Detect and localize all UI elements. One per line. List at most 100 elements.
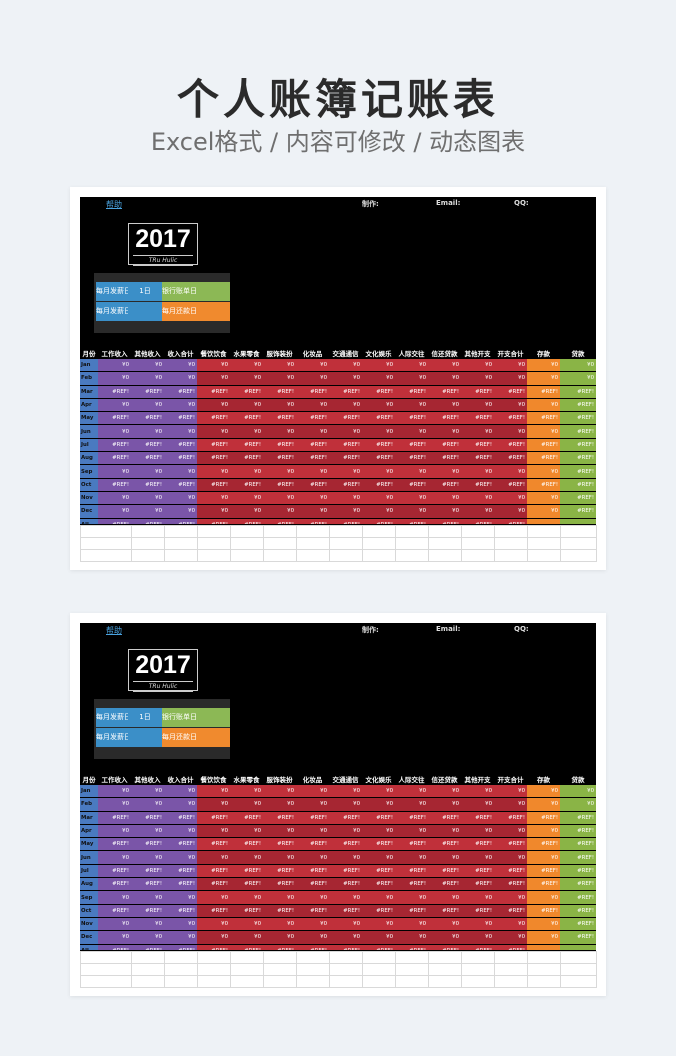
amount-cell[interactable]: #REF! — [560, 877, 596, 892]
amount-cell[interactable]: #REF! — [428, 451, 461, 466]
blank-cell[interactable] — [527, 951, 561, 964]
amount-cell[interactable]: #REF! — [428, 478, 461, 492]
amount-cell[interactable]: ¥0 — [230, 504, 263, 519]
amount-cell[interactable]: #REF! — [263, 518, 296, 525]
amount-cell[interactable]: ¥0 — [494, 398, 527, 413]
month-cell[interactable]: All — [80, 944, 98, 951]
amount-cell[interactable]: ¥0 — [428, 930, 461, 945]
amount-cell[interactable]: ¥0 — [131, 424, 164, 439]
amount-cell[interactable]: ¥0 — [428, 371, 461, 386]
amount-cell[interactable]: ¥0 — [263, 890, 296, 905]
amount-cell[interactable]: ¥0 — [329, 850, 362, 865]
amount-cell[interactable]: ¥0 — [230, 850, 263, 865]
amount-cell[interactable]: ¥0 — [395, 491, 428, 506]
amount-cell[interactable]: ¥0 — [131, 371, 164, 386]
blank-cell[interactable] — [80, 963, 132, 976]
amount-cell[interactable]: ¥0 — [527, 917, 560, 932]
amount-cell[interactable]: #REF! — [131, 877, 164, 892]
amount-cell[interactable]: ¥0 — [263, 785, 296, 799]
amount-cell[interactable]: #REF! — [197, 837, 230, 852]
blank-cell[interactable] — [428, 525, 462, 538]
amount-cell[interactable]: ¥0 — [164, 930, 197, 945]
blank-cell[interactable] — [329, 975, 363, 988]
amount-cell[interactable]: #REF! — [560, 504, 596, 519]
amount-cell[interactable]: ¥0 — [362, 930, 395, 945]
repay-value[interactable] — [196, 302, 230, 321]
amount-cell[interactable]: ¥0 — [461, 398, 494, 413]
blank-cell[interactable] — [428, 537, 462, 550]
blank-cell[interactable] — [494, 951, 528, 964]
month-cell[interactable]: Jul — [80, 864, 98, 879]
amount-cell[interactable]: #REF! — [230, 944, 263, 951]
amount-cell[interactable]: #REF! — [428, 438, 461, 453]
amount-cell[interactable]: #REF! — [131, 944, 164, 951]
amount-cell[interactable]: ¥0 — [329, 824, 362, 839]
amount-cell[interactable]: ¥0 — [461, 850, 494, 865]
amount-cell[interactable]: ¥0 — [362, 359, 395, 373]
month-cell[interactable]: Sep — [80, 464, 98, 479]
blank-cell[interactable] — [527, 525, 561, 538]
amount-cell[interactable]: #REF! — [362, 451, 395, 466]
amount-cell[interactable]: ¥0 — [197, 464, 230, 479]
salary-value[interactable] — [128, 728, 162, 747]
amount-cell[interactable]: #REF! — [296, 411, 329, 426]
amount-cell[interactable]: #REF! — [164, 438, 197, 453]
blank-cell[interactable] — [560, 549, 597, 562]
amount-cell[interactable]: ¥0 — [428, 424, 461, 439]
amount-cell[interactable]: #REF! — [461, 864, 494, 879]
amount-cell[interactable]: ¥0 — [131, 464, 164, 479]
amount-cell[interactable]: ¥0 — [230, 917, 263, 932]
amount-cell[interactable]: #REF! — [98, 837, 131, 852]
amount-cell[interactable]: ¥0 — [560, 785, 596, 799]
blank-cell[interactable] — [263, 525, 297, 538]
amount-cell[interactable]: #REF! — [263, 811, 296, 825]
amount-cell[interactable]: #REF! — [197, 438, 230, 453]
amount-cell[interactable]: #REF! — [362, 518, 395, 525]
amount-cell[interactable]: ¥0 — [131, 785, 164, 799]
blank-cell[interactable] — [362, 525, 396, 538]
amount-cell[interactable]: ¥0 — [263, 424, 296, 439]
amount-cell[interactable]: ¥0 — [395, 785, 428, 799]
blank-cell[interactable] — [296, 537, 330, 550]
amount-cell[interactable]: #REF! — [362, 411, 395, 426]
amount-cell[interactable]: #REF! — [164, 864, 197, 879]
blank-cell[interactable] — [164, 549, 198, 562]
amount-cell[interactable]: #REF! — [560, 385, 596, 399]
amount-cell[interactable]: #REF! — [230, 385, 263, 399]
blank-cell[interactable] — [131, 537, 165, 550]
amount-cell[interactable]: #REF! — [560, 930, 596, 945]
amount-cell[interactable]: #REF! — [395, 944, 428, 951]
blank-cell[interactable] — [80, 537, 132, 550]
amount-cell[interactable]: ¥0 — [296, 359, 329, 373]
amount-cell[interactable]: ¥0 — [362, 785, 395, 799]
amount-cell[interactable]: #REF! — [98, 385, 131, 399]
amount-cell[interactable]: ¥0 — [131, 398, 164, 413]
amount-cell[interactable]: #REF! — [131, 411, 164, 426]
amount-cell[interactable]: ¥0 — [296, 797, 329, 812]
amount-cell[interactable]: #REF! — [362, 811, 395, 825]
amount-cell[interactable]: #REF! — [527, 385, 560, 399]
blank-cell[interactable] — [197, 951, 231, 964]
amount-cell[interactable]: #REF! — [527, 904, 560, 918]
amount-cell[interactable]: ¥0 — [461, 371, 494, 386]
amount-cell[interactable]: ¥0 — [329, 424, 362, 439]
blank-cell[interactable] — [164, 951, 198, 964]
amount-cell[interactable]: #REF! — [494, 904, 527, 918]
blank-cell[interactable] — [164, 975, 198, 988]
amount-cell[interactable]: ¥0 — [230, 371, 263, 386]
amount-cell[interactable]: #REF! — [560, 451, 596, 466]
amount-cell[interactable]: #REF! — [263, 438, 296, 453]
amount-cell[interactable]: ¥0 — [296, 917, 329, 932]
amount-cell[interactable]: ¥0 — [362, 797, 395, 812]
amount-cell[interactable] — [560, 518, 596, 525]
amount-cell[interactable]: #REF! — [494, 811, 527, 825]
amount-cell[interactable]: #REF! — [164, 811, 197, 825]
amount-cell[interactable]: #REF! — [461, 518, 494, 525]
amount-cell[interactable]: ¥0 — [428, 785, 461, 799]
blank-cell[interactable] — [230, 975, 264, 988]
blank-cell[interactable] — [560, 525, 597, 538]
blank-cell[interactable] — [197, 549, 231, 562]
blank-cell[interactable] — [164, 537, 198, 550]
amount-cell[interactable]: ¥0 — [164, 824, 197, 839]
amount-cell[interactable]: #REF! — [164, 411, 197, 426]
